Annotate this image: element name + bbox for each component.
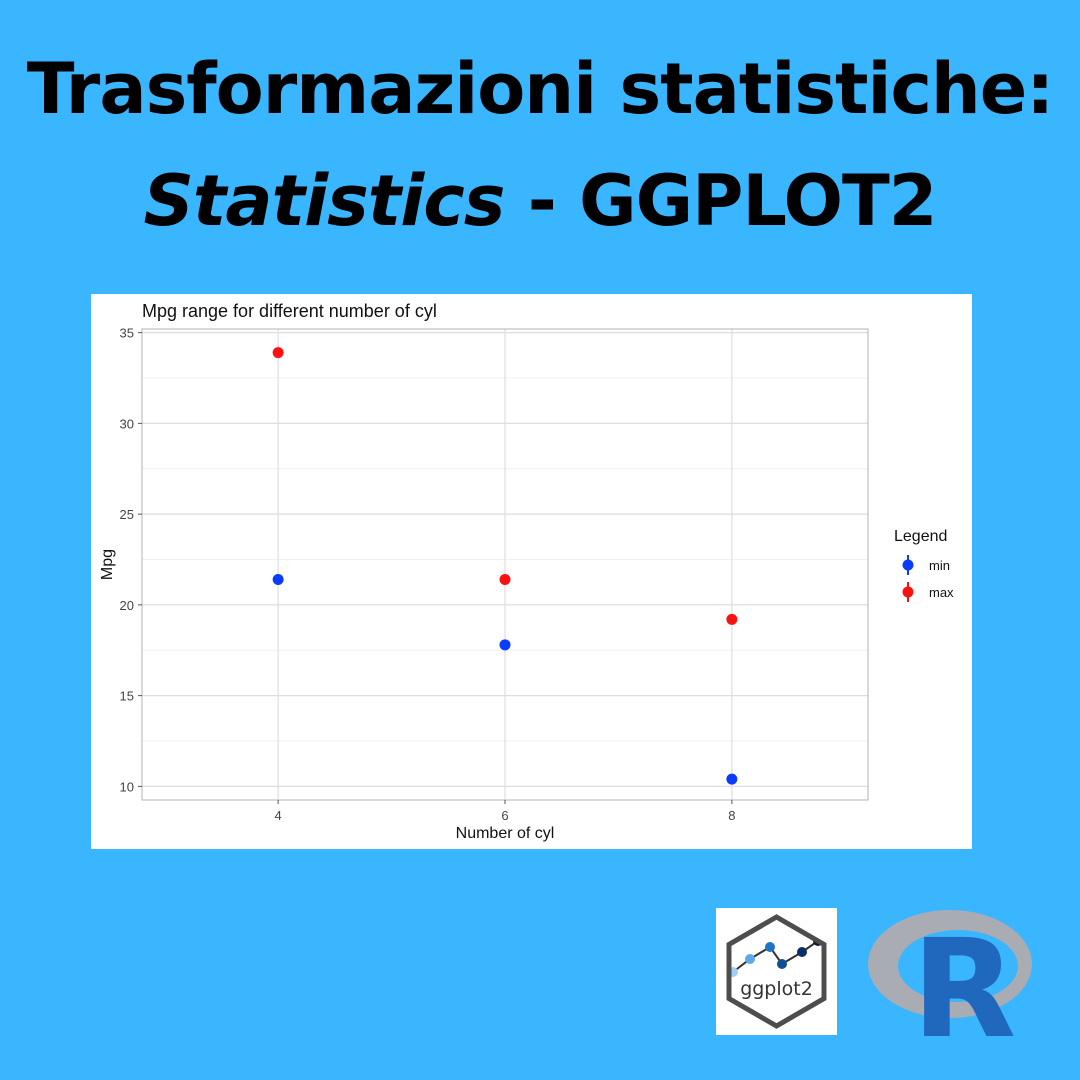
data-point-max: [499, 573, 511, 585]
x-tick-label: 6: [501, 808, 508, 823]
y-tick-label: 25: [120, 507, 134, 522]
y-axis-ticks: 10 15 20 25 30 35: [120, 326, 142, 794]
ggplot2-logo-text: ggplot2: [740, 978, 813, 1000]
legend: Legend min max: [894, 528, 954, 602]
r-logo-letter: R: [912, 911, 1017, 1038]
scatter-chart: Mpg range for different number of cyl 10…: [99, 301, 954, 842]
ggplot2-logo: ggplot2: [716, 908, 837, 1035]
chart-panel: Mpg range for different number of cyl 10…: [91, 294, 972, 849]
r-logo: R: [866, 906, 1036, 1069]
data-point-min: [272, 573, 284, 585]
legend-title: Legend: [894, 528, 947, 545]
y-tick-label: 20: [120, 598, 134, 613]
legend-label-min: min: [929, 558, 950, 573]
y-tick-label: 30: [120, 416, 134, 431]
legend-items: min max: [902, 555, 954, 602]
page-title-line-1: Trasformazioni statistiche:: [26, 48, 1055, 130]
legend-label-max: max: [929, 585, 954, 600]
ggplot2-hex-icon: ggplot2: [726, 914, 827, 1029]
data-point-min: [726, 773, 738, 785]
page-title-rest: - GGPLOT2: [504, 160, 938, 242]
y-axis-label: Mpg: [99, 549, 116, 580]
x-axis-label: Number of cyl: [456, 825, 555, 842]
r-language-icon: R: [868, 910, 1032, 1069]
chart-title: Mpg range for different number of cyl: [142, 301, 437, 321]
y-tick-label: 10: [120, 779, 134, 794]
grid-layer: [142, 329, 868, 800]
x-tick-label: 8: [728, 808, 735, 823]
y-tick-label: 15: [120, 689, 134, 704]
page-title-line-2: Statistics - GGPLOT2: [0, 160, 1080, 242]
legend-key-max: [902, 586, 914, 598]
page-title-italic: Statistics: [143, 160, 506, 242]
data-point-min: [499, 639, 511, 651]
x-tick-label: 4: [275, 808, 282, 823]
data-point-max: [272, 347, 284, 359]
y-tick-label: 35: [120, 326, 134, 341]
data-point-max: [726, 613, 738, 625]
data-points: [272, 347, 738, 785]
x-axis-ticks: 4 6 8: [275, 800, 735, 823]
legend-key-min: [902, 559, 914, 571]
